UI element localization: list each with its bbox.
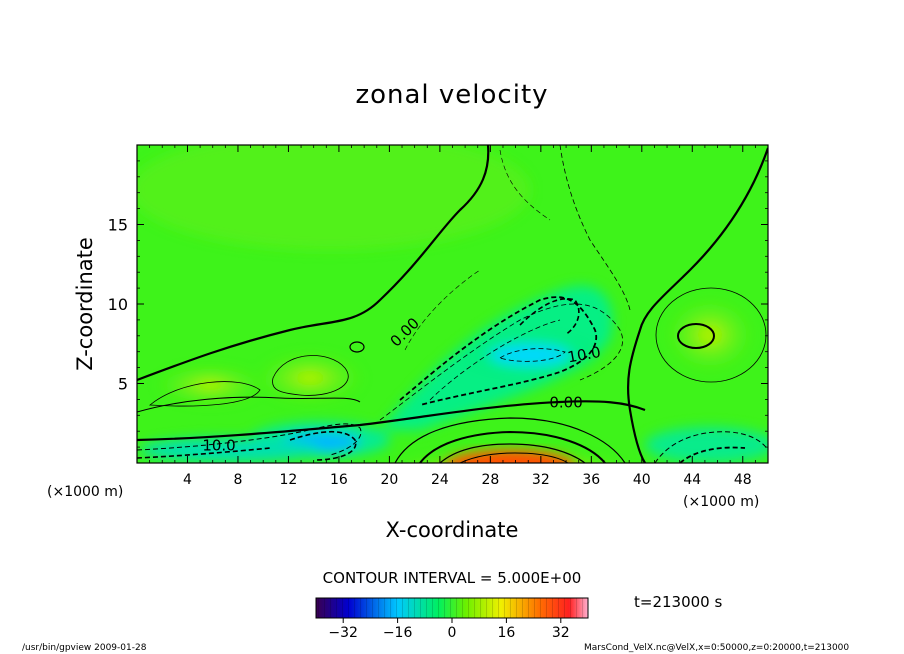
y-axis: 5 10 15	[108, 160, 768, 448]
x-tick-label: 32	[532, 472, 550, 488]
contour-field	[137, 145, 768, 463]
contour-label: 0.00	[549, 393, 582, 411]
contour-interval-label: CONTOUR INTERVAL = 5.000E+00	[323, 569, 582, 587]
contour-label: 10.0	[566, 343, 602, 367]
contour-lines	[137, 145, 768, 463]
x-tick-label: 16	[330, 472, 348, 488]
x-tick-label: 44	[683, 472, 701, 488]
y-axis-label: Z-coordinate	[73, 237, 97, 371]
x-axis-unit-left: (×1000 m)	[47, 484, 123, 500]
x-tick-label: 48	[734, 472, 752, 488]
x-tick-label: 4	[183, 472, 192, 488]
y-tick-label: 5	[118, 375, 128, 394]
x-tick-label: 8	[233, 472, 242, 488]
y-tick-label: 15	[108, 216, 128, 235]
x-axis: 4 8 12 16 20 24 28 32 36 40 44 48	[149, 145, 756, 488]
colorbar-tick-label: 0	[448, 625, 457, 641]
x-tick-label: 40	[633, 472, 651, 488]
footer-left: /usr/bin/gpview 2009-01-28	[22, 643, 147, 653]
x-tick-label: 24	[431, 472, 449, 488]
colorbar-ticks: −32 −16 0 16 32	[328, 618, 570, 641]
colorbar-tick-label: 32	[552, 625, 570, 641]
footer-right: MarsCond_VelX.nc@VelX,x=0:50000,z=0:2000…	[584, 643, 849, 653]
y-tick-label: 10	[108, 295, 128, 314]
x-tick-label: 36	[582, 472, 600, 488]
time-label: t=213000 s	[634, 593, 722, 611]
contour-label: 10.0	[202, 436, 235, 454]
colorbar: −32 −16 0 16 32	[315, 597, 589, 641]
chart-title: zonal velocity	[355, 80, 548, 110]
x-tick-label: 12	[280, 472, 298, 488]
colorbar-tick-label: −32	[328, 625, 358, 641]
x-tick-label: 20	[380, 472, 398, 488]
x-axis-label: X-coordinate	[386, 518, 519, 542]
x-axis-unit-right: (×1000 m)	[683, 494, 759, 510]
colorbar-tick-label: 16	[497, 625, 515, 641]
x-tick-label: 28	[481, 472, 499, 488]
colorbar-tick-label: −16	[383, 625, 413, 641]
